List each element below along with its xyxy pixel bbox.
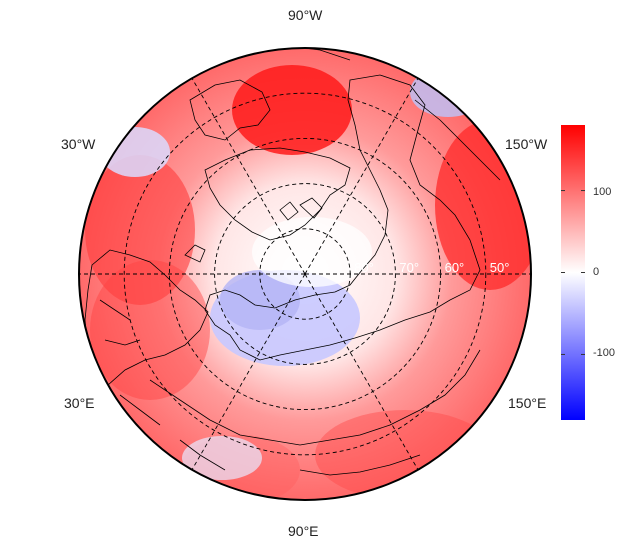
latitude-label: 50° [490, 260, 510, 275]
coastline-layer [84, 48, 501, 476]
latitude-label: 60° [445, 260, 465, 275]
asia-interior-border [149, 349, 481, 446]
field-high-greenland [232, 65, 352, 155]
field-neutral-pole [252, 217, 372, 287]
graticule-meridian [304, 78, 419, 275]
colorbar [561, 125, 585, 420]
graticule-parallel [214, 183, 396, 365]
map-boundary [78, 47, 532, 501]
country-borders [99, 299, 421, 476]
lon-label-30w: 30°W [61, 136, 96, 152]
lon-label-150w: 150°W [505, 136, 548, 152]
graticule-layer [79, 78, 531, 470]
colorbar-tick-label-0: 0 [593, 266, 600, 278]
pacific-coast [414, 99, 501, 181]
graticule-meridian [191, 78, 306, 275]
field-high-asia [315, 410, 495, 500]
field-high-atlantic [85, 155, 195, 305]
eurasia-arctic-coast [204, 74, 481, 361]
colorbar-tick-label-100: 100 [593, 186, 612, 198]
colorbar-ticks [561, 190, 585, 355]
field-low-labrador [100, 127, 170, 177]
lon-label-30e: 30°E [64, 395, 95, 411]
baffin-coast [189, 79, 271, 141]
field-high-europe [90, 260, 210, 400]
greenland-coast [204, 147, 351, 241]
field-low-barents [220, 270, 300, 330]
graticule-meridian [191, 273, 306, 470]
latitude-label: 80° [354, 260, 374, 275]
lon-label-90e: 90°E [288, 523, 319, 539]
field-low-central-asia [182, 436, 262, 480]
lon-label-90w: 90°W [288, 7, 323, 23]
latitude-labels: 80° 70° 60° 50° [354, 260, 509, 275]
field-low-alaska [410, 67, 486, 117]
latitude-label: 70° [399, 260, 419, 275]
graticule-meridian [304, 273, 419, 470]
arctic-islands [184, 197, 323, 263]
colorbar-tick-label-neg100: -100 [593, 347, 616, 359]
lon-label-150e: 150°E [508, 395, 547, 411]
graticule-parallel [123, 92, 487, 456]
